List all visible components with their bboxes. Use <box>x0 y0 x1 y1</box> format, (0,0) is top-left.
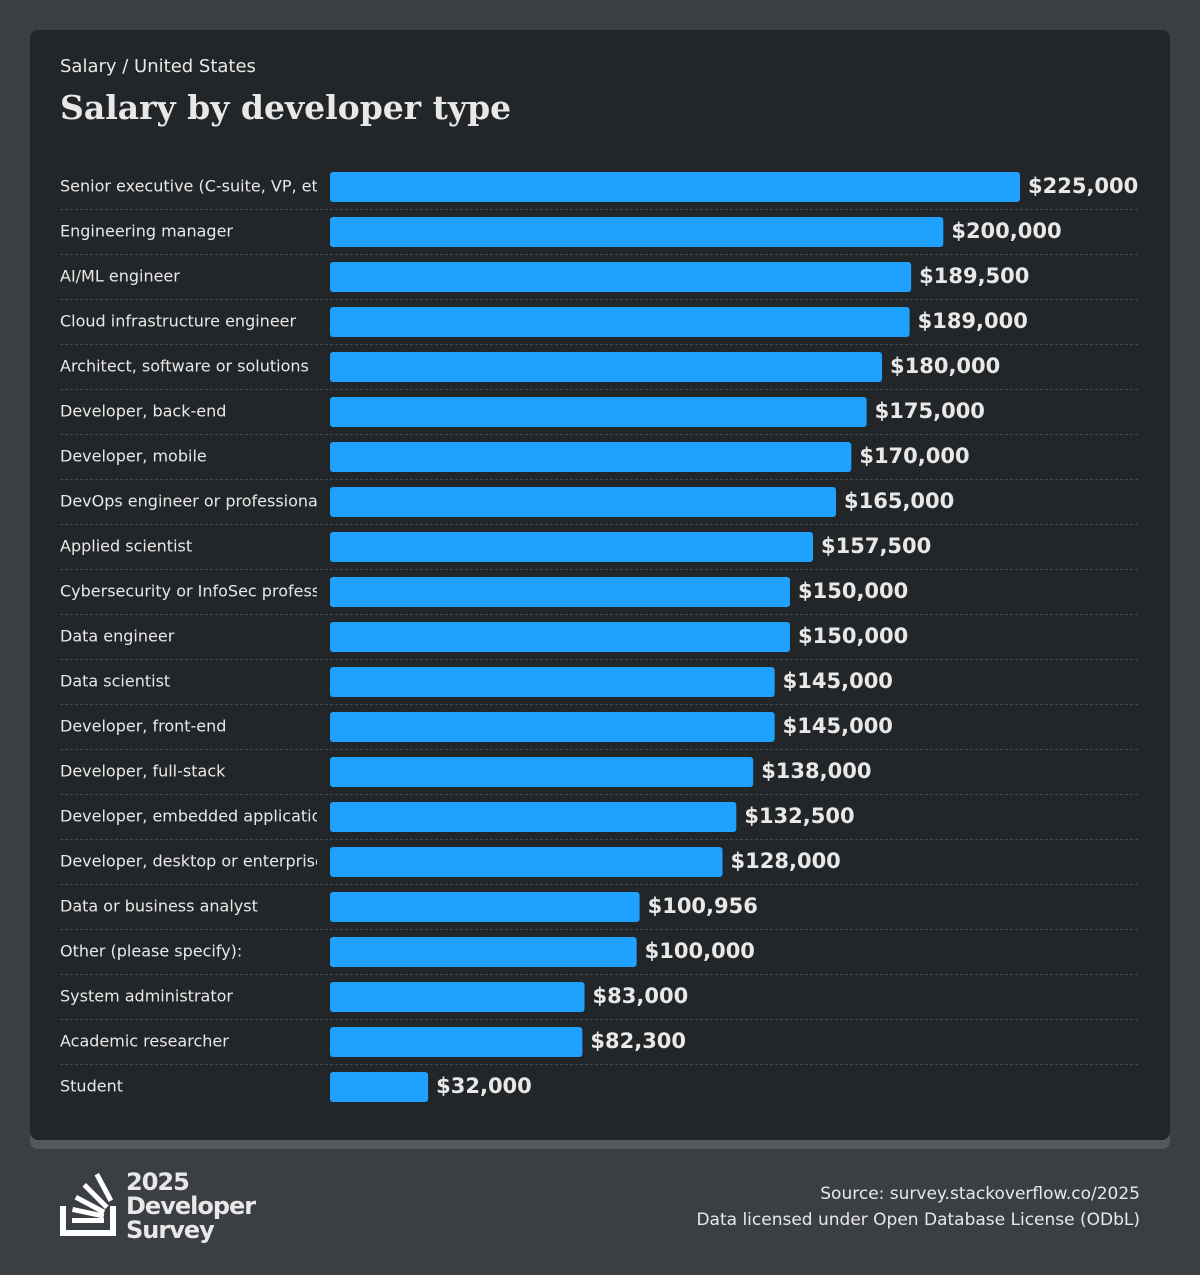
value-label: $82,300 <box>590 1029 686 1053</box>
category-label: Other (please specify): <box>60 942 242 961</box>
category-label: Cybersecurity or InfoSec professional <box>60 582 359 601</box>
value-label: $150,000 <box>798 624 908 648</box>
value-label: $100,956 <box>648 894 758 918</box>
value-label: $225,000 <box>1028 174 1138 198</box>
category-label: DevOps engineer or professional <box>60 492 322 511</box>
category-label: Developer, back-end <box>60 402 226 421</box>
bar <box>330 892 640 922</box>
logo-text: Survey <box>126 1216 215 1244</box>
value-label: $100,000 <box>645 939 755 963</box>
logo-line <box>82 1183 109 1210</box>
bar <box>330 442 852 472</box>
value-label: $128,000 <box>731 849 841 873</box>
bar <box>330 172 1020 202</box>
value-label: $145,000 <box>783 714 893 738</box>
category-label: Senior executive (C-suite, VP, etc.) <box>60 177 338 196</box>
category-label: System administrator <box>60 987 233 1006</box>
value-label: $145,000 <box>783 669 893 693</box>
bar <box>330 847 723 877</box>
bar <box>330 757 754 787</box>
category-label: Developer, front-end <box>60 717 226 736</box>
logo <box>60 1173 116 1236</box>
value-label: $180,000 <box>890 354 1000 378</box>
bar <box>330 1072 429 1102</box>
value-label: $157,500 <box>821 534 931 558</box>
value-label: $83,000 <box>593 984 689 1008</box>
bar <box>330 1027 583 1057</box>
bar <box>330 667 775 697</box>
logo-tray <box>60 1206 116 1236</box>
category-label: Architect, software or solutions <box>60 357 309 376</box>
value-label: $150,000 <box>798 579 908 603</box>
value-label: $138,000 <box>761 759 871 783</box>
value-label: $170,000 <box>859 444 969 468</box>
bar <box>330 352 882 382</box>
bar <box>330 622 790 652</box>
category-label: Data engineer <box>60 627 175 646</box>
category-label: Data scientist <box>60 672 170 691</box>
bar <box>330 487 836 517</box>
value-label: $175,000 <box>875 399 985 423</box>
category-label: Data or business analyst <box>60 897 258 916</box>
logo-line <box>72 1218 104 1223</box>
category-label: Applied scientist <box>60 537 192 556</box>
category-label: Engineering manager <box>60 222 233 241</box>
bar <box>330 307 910 337</box>
license: Data licensed under Open Database Licens… <box>696 1210 1140 1230</box>
category-label: Cloud infrastructure engineer <box>60 312 297 331</box>
value-label: $200,000 <box>951 219 1061 243</box>
logo-line <box>94 1173 114 1202</box>
logo-text: Developer <box>126 1192 256 1220</box>
value-label: $165,000 <box>844 489 954 513</box>
value-label: $189,500 <box>919 264 1029 288</box>
logo-line <box>74 1195 106 1215</box>
category-label: Developer, desktop or enterprise applica… <box>60 852 427 871</box>
bar <box>330 802 737 832</box>
bar <box>330 982 585 1012</box>
category-label: Student <box>60 1077 123 1096</box>
bar <box>330 217 944 247</box>
source: Source: survey.stackoverflow.co/2025 <box>820 1184 1140 1204</box>
bar <box>330 577 790 607</box>
category-label: Developer, embedded applications or devi… <box>60 807 427 826</box>
bar <box>330 712 775 742</box>
bar <box>330 262 912 292</box>
plot: Senior executive (C-suite, VP, etc.) $225… <box>60 172 1140 1102</box>
subtitle: Salary / United States <box>60 56 256 77</box>
chart-title: Salary by developer type <box>60 88 511 127</box>
bar <box>330 532 813 562</box>
category-label: Developer, full-stack <box>60 762 226 781</box>
bar <box>330 397 867 427</box>
bar <box>330 937 637 967</box>
category-label: AI/ML engineer <box>60 267 180 286</box>
logo-text: 2025 <box>126 1168 189 1196</box>
value-label: $132,500 <box>744 804 854 828</box>
value-label: $189,000 <box>918 309 1028 333</box>
logo-line <box>71 1207 105 1219</box>
category-label: Developer, mobile <box>60 447 207 466</box>
value-label: $32,000 <box>436 1074 532 1098</box>
category-label: Academic researcher <box>60 1032 229 1051</box>
